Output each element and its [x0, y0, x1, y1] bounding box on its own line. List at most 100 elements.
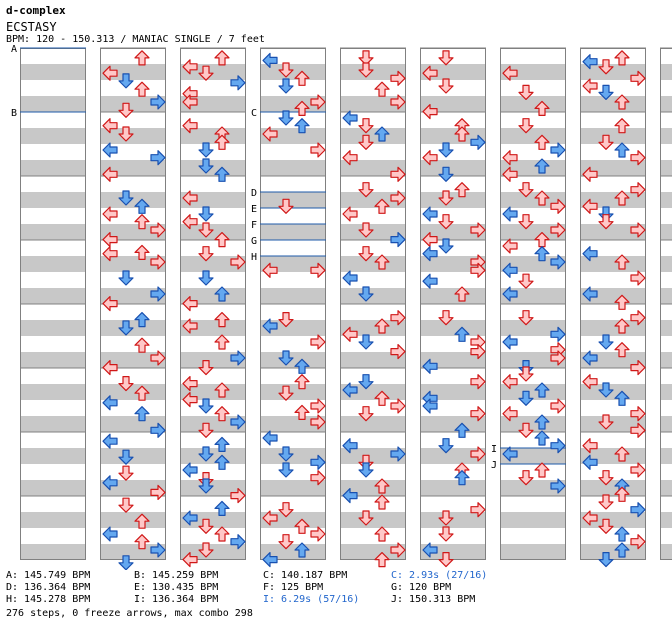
left-arrow	[342, 206, 358, 222]
right-arrow	[470, 374, 486, 390]
left-arrow	[582, 438, 598, 454]
up-arrow	[134, 81, 150, 97]
down-arrow	[518, 214, 534, 230]
column-border	[100, 48, 166, 560]
left-arrow	[342, 150, 358, 166]
chart-column	[20, 47, 86, 560]
footer-bpm-e: E: 130.435 BPM	[134, 582, 219, 593]
right-arrow	[230, 414, 246, 430]
up-arrow	[454, 182, 470, 198]
down-arrow	[598, 414, 614, 430]
beat-band	[340, 544, 406, 560]
left-arrow	[502, 206, 518, 222]
up-arrow	[214, 232, 230, 248]
beat-band	[420, 160, 486, 176]
beat-band	[340, 480, 406, 496]
left-arrow	[182, 296, 198, 312]
up-arrow	[134, 385, 150, 401]
beat-band	[420, 192, 486, 208]
beat-band	[580, 544, 646, 560]
up-arrow	[614, 318, 630, 334]
right-arrow	[470, 502, 486, 518]
right-arrow	[470, 134, 486, 150]
down-arrow	[118, 126, 134, 142]
beat-band	[340, 352, 406, 368]
beat-band	[100, 384, 166, 400]
beat-band	[20, 128, 86, 144]
beat-band	[580, 416, 646, 432]
right-arrow	[310, 262, 326, 278]
beat-band	[340, 512, 406, 528]
left-arrow	[582, 510, 598, 526]
right-arrow	[230, 534, 246, 550]
up-arrow	[214, 50, 230, 66]
beat-band	[100, 192, 166, 208]
beat-band	[340, 416, 406, 432]
beat-band	[500, 544, 566, 560]
down-arrow	[198, 222, 214, 238]
left-arrow	[102, 142, 118, 158]
down-arrow	[278, 502, 294, 518]
footer-stop-c: C: 2.93s (27/16)	[391, 570, 488, 581]
left-arrow	[262, 262, 278, 278]
beat-band	[500, 416, 566, 432]
beat-band	[100, 544, 166, 560]
beat-band	[100, 96, 166, 112]
up-arrow	[534, 246, 550, 262]
beat-band	[580, 384, 646, 400]
right-arrow	[390, 70, 406, 86]
beat-band	[260, 384, 326, 400]
beat-band	[180, 416, 246, 432]
down-arrow	[598, 214, 614, 230]
up-arrow	[134, 513, 150, 529]
bpm-marker-label: A	[11, 44, 17, 55]
chart-meta: BPM: 120 - 150.313 / MANIAC SINGLE / 7 f…	[6, 34, 265, 45]
beat-band	[20, 416, 86, 432]
right-arrow	[390, 542, 406, 558]
beat-band	[660, 512, 672, 528]
left-arrow	[422, 206, 438, 222]
left-arrow	[422, 358, 438, 374]
right-arrow	[390, 190, 406, 206]
left-arrow	[342, 488, 358, 504]
beat-band	[500, 512, 566, 528]
up-arrow	[214, 500, 230, 516]
up-arrow	[134, 337, 150, 353]
left-arrow	[422, 103, 438, 120]
down-arrow	[518, 118, 534, 134]
beat-band	[20, 64, 86, 80]
down-arrow	[438, 526, 454, 542]
up-arrow	[294, 518, 310, 534]
beat-band	[420, 416, 486, 432]
beat-band	[660, 192, 672, 208]
right-arrow	[550, 438, 566, 454]
down-arrow	[358, 246, 374, 262]
bpm-marker-label: F	[251, 220, 257, 231]
footer-bpm-j: J: 150.313 BPM	[391, 594, 476, 605]
down-arrow	[118, 190, 134, 206]
down-arrow	[118, 449, 134, 465]
beat-band	[180, 352, 246, 368]
song-artist: d-complex	[6, 4, 66, 17]
beat-band	[260, 288, 326, 304]
right-arrow	[150, 222, 166, 238]
left-arrow	[422, 273, 438, 289]
beat-band	[420, 512, 486, 528]
chart-column	[580, 47, 646, 560]
up-arrow	[534, 382, 550, 398]
beat-band	[20, 512, 86, 528]
up-arrow	[454, 326, 470, 342]
beat-band	[500, 96, 566, 112]
left-arrow	[182, 94, 198, 110]
down-arrow	[118, 555, 134, 570]
left-arrow	[582, 286, 598, 302]
up-arrow	[374, 494, 390, 510]
down-arrow	[438, 551, 454, 568]
beat-band	[100, 288, 166, 304]
left-arrow	[422, 398, 438, 414]
left-arrow	[422, 246, 438, 262]
down-arrow	[598, 470, 614, 486]
down-arrow	[198, 478, 214, 494]
beat-band	[20, 384, 86, 400]
right-arrow	[150, 150, 166, 166]
